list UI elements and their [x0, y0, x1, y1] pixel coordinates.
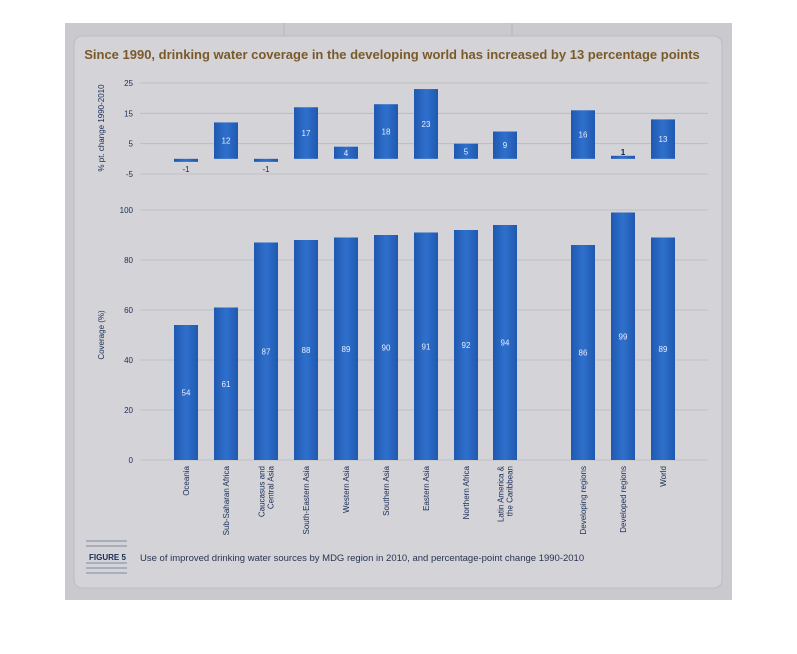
change-value-label: 16 — [579, 131, 588, 140]
coverage-value-label: 99 — [619, 332, 628, 341]
coverage-value-label: 89 — [659, 345, 668, 354]
category-label-line: Caucasus and — [258, 466, 267, 517]
change-bar — [214, 122, 238, 159]
change-bar — [294, 107, 318, 159]
category-label-line: Latin America & — [497, 465, 506, 522]
change-value-label: 18 — [382, 128, 391, 137]
coverage-bar — [611, 212, 635, 460]
change-bar — [414, 89, 438, 159]
coverage-value-label: 61 — [222, 380, 231, 389]
category-label: Eastern Asia — [422, 465, 431, 510]
coverage-value-label: 54 — [182, 389, 191, 398]
coverage-bar — [454, 230, 478, 460]
y-tick-label: 40 — [124, 356, 133, 365]
coverage-value-label: 94 — [501, 339, 510, 348]
coverage-value-label: 87 — [262, 347, 271, 356]
coverage-value-label: 86 — [579, 349, 588, 358]
chart-title: Since 1990, drinking water coverage in t… — [84, 47, 700, 62]
caption-text: Use of improved drinking water sources b… — [140, 553, 584, 564]
change-bar — [334, 146, 358, 159]
coverage-value-label: 89 — [342, 345, 351, 354]
change-value-label: 12 — [222, 137, 231, 146]
coverage-bar — [214, 307, 238, 460]
category-label: Developing regions — [579, 466, 588, 535]
coverage-chart: 100 80 60 40 20 0 Coverage (%) 54 Oceania 61 Sub-S… — [97, 206, 708, 535]
change-value-label: 9 — [503, 141, 508, 150]
y-tick-label: 0 — [129, 456, 134, 465]
change-bar — [174, 158, 198, 162]
y-tick-label: 25 — [124, 79, 133, 88]
change-value-label: 4 — [344, 149, 349, 158]
category-label: Developed regions — [619, 466, 628, 533]
y-axis-label: Coverage (%) — [97, 310, 106, 360]
caption-lines-icon — [86, 540, 127, 574]
coverage-bar — [571, 245, 595, 460]
change-value-label: -1 — [182, 165, 190, 174]
change-bar — [493, 131, 517, 159]
category-label-line: Developing regions — [579, 466, 588, 535]
category-label-line: Sub-Saharan Africa — [222, 465, 231, 535]
category-label: Caucasus and Central Asia — [258, 465, 276, 517]
change-bar — [454, 143, 478, 159]
coverage-value-label: 92 — [462, 341, 471, 350]
figure-caption: FIGURE 5 Use of improved drinking water … — [86, 540, 584, 574]
coverage-bar — [493, 225, 517, 460]
change-value-label: 17 — [302, 129, 311, 138]
coverage-bar — [414, 232, 438, 460]
coverage-value-label: 91 — [422, 342, 431, 351]
change-bar — [571, 110, 595, 159]
category-label-line: Western Asia — [342, 465, 351, 513]
category-label: Southern Asia — [382, 465, 391, 515]
change-bar — [651, 119, 675, 159]
category-label: South-Eastern Asia — [302, 465, 311, 534]
change-bar — [254, 158, 278, 162]
category-label-line: South-Eastern Asia — [302, 465, 311, 534]
change-value-label: 5 — [464, 147, 469, 156]
y-axis-label: % pt. change 1990-2010 — [97, 84, 106, 172]
change-value-label: 13 — [659, 135, 668, 144]
y-tick-label: 80 — [124, 256, 133, 265]
change-bar — [374, 104, 398, 159]
category-label: Sub-Saharan Africa — [222, 465, 231, 535]
coverage-bar — [334, 237, 358, 460]
coverage-bar — [254, 242, 278, 460]
category-label-line: World — [659, 466, 668, 487]
category-label-line: Northern Africa — [462, 465, 471, 519]
coverage-bar — [174, 325, 198, 460]
category-label-line: Oceania — [182, 465, 191, 495]
category-label-line: Developed regions — [619, 466, 628, 533]
change-value-label: -1 — [262, 165, 270, 174]
category-label: Latin America & the Caribbean — [497, 465, 515, 522]
y-tick-label: 60 — [124, 306, 133, 315]
change-value-label: 23 — [422, 120, 431, 129]
coverage-bar — [651, 237, 675, 460]
coverage-bar — [374, 235, 398, 460]
coverage-value-label: 88 — [302, 346, 311, 355]
change-bar — [611, 155, 635, 159]
y-tick-label: 100 — [120, 206, 134, 215]
caption-label: FIGURE 5 — [89, 553, 126, 562]
y-tick-label: 15 — [124, 109, 133, 118]
category-label-line: Central Asia — [267, 465, 276, 509]
category-label-line: Southern Asia — [382, 465, 391, 515]
category-label-line: the Caribbean — [506, 466, 515, 516]
category-label-line: Eastern Asia — [422, 465, 431, 510]
category-label: Western Asia — [342, 465, 351, 513]
category-label: World — [659, 466, 668, 487]
category-label: Northern Africa — [462, 465, 471, 519]
y-tick-label: 5 — [129, 140, 134, 149]
coverage-bar — [294, 240, 318, 460]
change-value-label: 1 — [621, 148, 626, 157]
y-tick-label: -5 — [126, 170, 134, 179]
category-label: Oceania — [182, 465, 191, 495]
y-tick-label: 20 — [124, 406, 133, 415]
coverage-value-label: 90 — [382, 344, 391, 353]
